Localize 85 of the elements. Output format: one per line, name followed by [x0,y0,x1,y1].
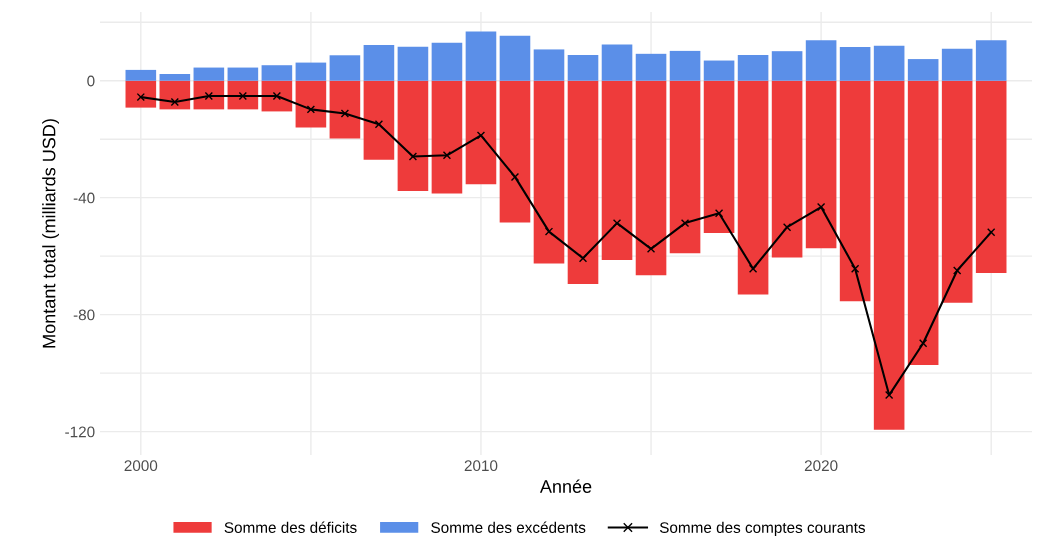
point [782,223,792,232]
legend-label: Somme des comptes courants [659,521,866,536]
bar [159,80,191,110]
point [578,254,588,263]
bar [465,31,497,81]
y-tick-label: -40 [73,192,95,204]
point [816,202,826,212]
point [714,209,724,218]
point [408,152,418,161]
legend-label: Somme des excédents [431,521,586,533]
bar [975,80,1007,274]
point [918,339,928,348]
point [442,151,452,160]
point [510,172,520,182]
point [646,244,656,254]
bar [397,80,429,191]
point [680,218,690,228]
bar [499,80,531,223]
bar [465,80,497,185]
bar [295,62,327,81]
bar [635,53,667,81]
bar [703,80,735,234]
bar [635,80,667,276]
bar [193,67,225,81]
bar [805,40,837,81]
bar [839,80,871,302]
x-tick-label: 2000 [124,460,158,472]
bar [873,80,905,430]
point [476,131,486,140]
bar [873,45,905,81]
bar [907,80,939,365]
x-tick-label: 2010 [464,460,498,472]
point [340,109,350,118]
y-tick-label: 0 [87,75,95,87]
y-tick-label: -80 [73,309,95,321]
point [884,390,894,400]
bar [431,42,463,81]
bar [533,49,565,81]
bar [499,35,531,81]
point [374,120,384,129]
point [850,264,860,273]
point [953,266,962,275]
bar [397,46,429,81]
bar [941,48,973,81]
bar [567,54,599,81]
bar [431,80,463,194]
bar [363,80,395,160]
bar [329,80,361,139]
bar [907,59,939,81]
bar [771,80,803,258]
bar [329,55,361,81]
bar [533,80,565,264]
bar [295,80,327,128]
bar [227,67,259,81]
bar [805,80,837,249]
bar [601,44,633,81]
bar [567,80,599,284]
bar [601,80,633,260]
point [987,228,996,237]
bar [261,65,293,81]
bar [737,80,769,295]
point [170,97,179,107]
point [544,227,554,236]
point [612,218,622,228]
point [748,264,758,273]
bar [941,80,973,303]
bar [669,50,701,81]
bar [125,80,157,108]
bar [737,54,769,81]
legend-label: Somme des déficits [224,521,357,533]
bar [363,45,395,81]
bar [227,80,259,110]
x-axis-title: Année [539,479,592,493]
point [306,105,316,114]
bar [261,80,293,112]
y-axis-title: Montant total (milliards USD) [42,119,59,348]
x-tick-label: 2020 [804,460,838,472]
bar [669,80,701,254]
bar [975,40,1007,81]
bar [703,60,735,81]
y-tick-label: -120 [65,426,95,438]
bar [771,51,803,81]
bar [159,73,191,81]
bar [839,47,871,81]
bar [125,69,157,81]
